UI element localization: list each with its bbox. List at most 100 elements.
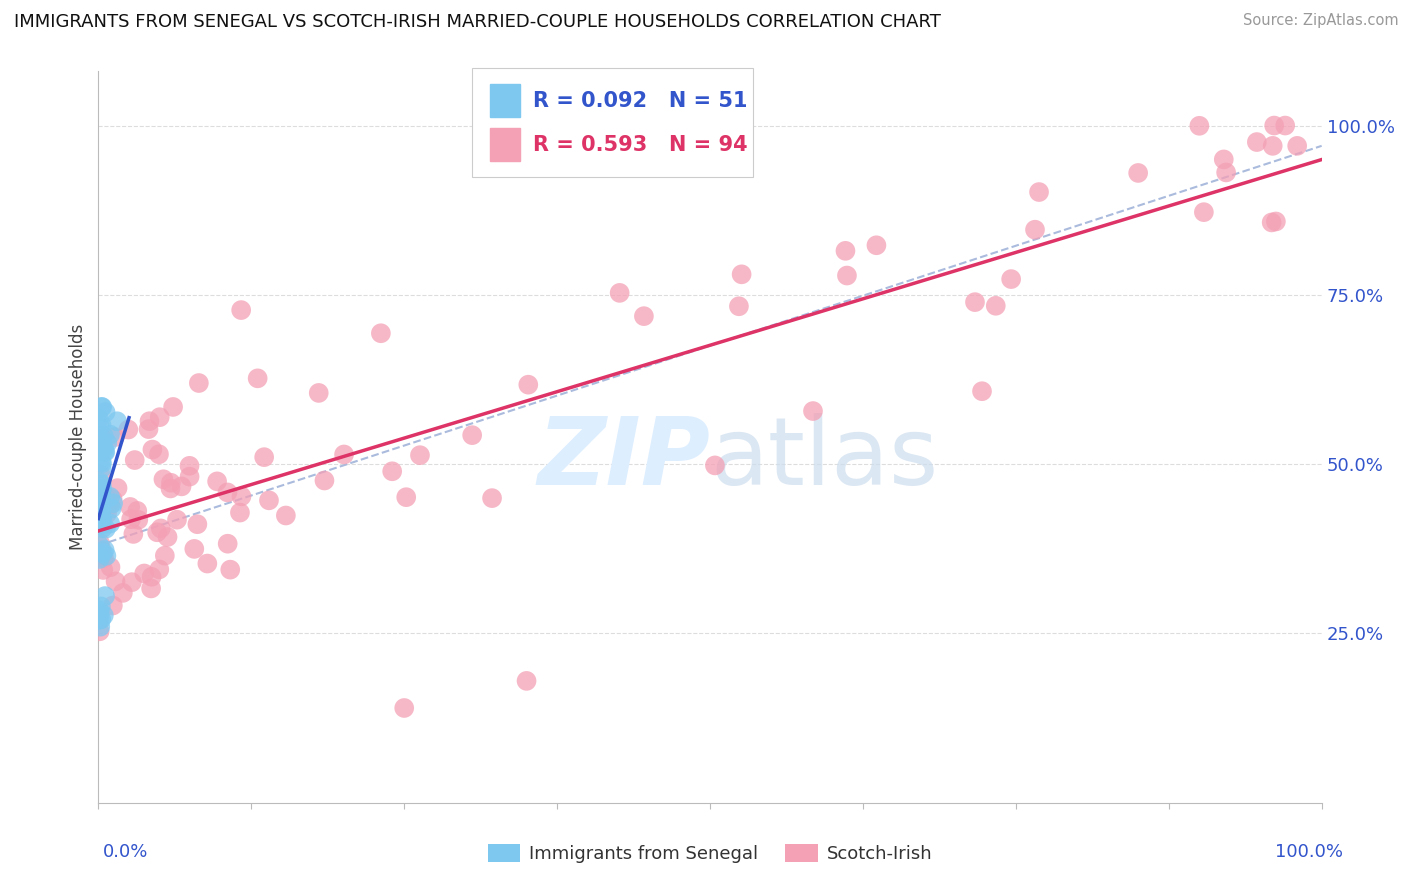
Point [90,612,112,626]
Point [93,444,115,458]
Point [91,511,114,525]
Point [105,414,128,428]
Point [246,371,269,385]
Point [159,482,181,496]
Point [90,400,112,414]
Point [90,417,112,432]
Point [100,501,122,516]
Text: R = 0.593   N = 94: R = 0.593 N = 94 [533,135,747,154]
Point [381,464,404,478]
Point [90,503,112,517]
Point [90,435,112,450]
Point [87,603,110,617]
Point [87,507,110,521]
Point [834,244,856,258]
Point [89,514,111,528]
Point [87,613,110,627]
Point [111,586,134,600]
Y-axis label: Married-couple Households: Married-couple Households [69,324,87,550]
Point [217,485,239,500]
Point [89,539,111,553]
Point [94,445,117,459]
Point [1212,153,1234,167]
Point [1286,139,1309,153]
Point [90,483,112,497]
Point [156,530,179,544]
Point [515,673,537,688]
Point [801,404,824,418]
Point [333,447,356,461]
Text: Source: ZipAtlas.com: Source: ZipAtlas.com [1243,13,1399,29]
Text: ZIP: ZIP [537,413,710,505]
Point [308,385,330,400]
Point [93,428,115,442]
Point [90,485,112,500]
FancyBboxPatch shape [471,68,752,178]
Point [89,620,111,634]
Point [1028,185,1050,199]
Point [229,506,252,520]
Point [195,557,218,571]
Point [89,606,111,620]
Point [96,507,118,521]
Point [314,474,336,488]
Point [1261,139,1284,153]
Point [179,469,201,483]
Point [101,496,124,510]
Text: IMMIGRANTS FROM SENEGAL VS SCOTCH-IRISH MARRIED-COUPLE HOUSEHOLDS CORRELATION CH: IMMIGRANTS FROM SENEGAL VS SCOTCH-IRISH … [14,13,941,31]
Point [730,268,752,282]
Point [395,490,418,504]
Point [93,608,115,623]
Point [253,450,276,465]
Point [138,422,160,436]
Point [1264,214,1286,228]
Point [127,504,149,518]
Point [633,309,655,323]
Point [984,299,1007,313]
Point [89,536,111,550]
Point [90,518,112,533]
Point [703,458,725,473]
Point [1128,166,1150,180]
Point [609,285,631,300]
Point [98,516,121,531]
Point [89,501,111,516]
Point [231,489,253,503]
Point [1260,215,1282,229]
Point [461,428,484,442]
Point [1246,135,1268,149]
Point [1263,119,1285,133]
Point [120,500,142,514]
Point [98,490,121,504]
Point [90,477,112,491]
Point [101,599,124,613]
Text: R = 0.092   N = 51: R = 0.092 N = 51 [533,91,747,111]
FancyBboxPatch shape [489,128,520,161]
Point [107,481,129,495]
Point [160,475,183,490]
Point [1192,205,1215,219]
Point [205,475,228,489]
Point [90,455,112,469]
Point [94,522,117,536]
Point [179,458,201,473]
Legend: Immigrants from Senegal, Scotch-Irish: Immigrants from Senegal, Scotch-Irish [488,844,932,863]
Point [134,566,156,581]
Point [148,562,170,576]
Point [90,431,112,445]
Point [89,419,111,434]
Point [127,513,149,527]
Point [141,442,163,457]
Point [1024,222,1046,236]
Point [90,489,112,503]
Point [148,447,170,461]
Point [1274,119,1296,133]
Point [87,499,110,513]
Point [187,376,209,390]
Point [122,527,145,541]
Point [117,423,139,437]
Point [392,701,416,715]
Point [146,525,169,540]
Point [90,481,112,495]
FancyBboxPatch shape [489,84,520,117]
